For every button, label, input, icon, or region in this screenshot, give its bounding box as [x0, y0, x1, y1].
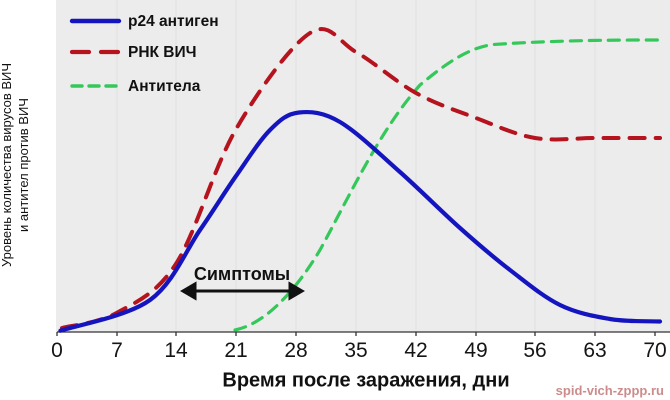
- svg-text:42: 42: [404, 339, 427, 362]
- svg-text:0: 0: [51, 339, 63, 362]
- svg-text:35: 35: [344, 339, 367, 362]
- svg-text:РНК ВИЧ: РНК ВИЧ: [128, 44, 197, 61]
- svg-text:14: 14: [164, 339, 188, 362]
- svg-text:49: 49: [464, 339, 487, 362]
- svg-text:63: 63: [583, 339, 606, 362]
- svg-text:p24 антиген: p24 антиген: [128, 13, 219, 30]
- svg-text:Антитела: Антитела: [128, 78, 201, 95]
- svg-text:56: 56: [523, 339, 546, 362]
- svg-text:Симптомы: Симптомы: [194, 264, 290, 284]
- svg-text:7: 7: [111, 339, 123, 362]
- svg-text:21: 21: [224, 339, 247, 362]
- svg-text:70: 70: [643, 339, 666, 362]
- svg-text:28: 28: [284, 339, 307, 362]
